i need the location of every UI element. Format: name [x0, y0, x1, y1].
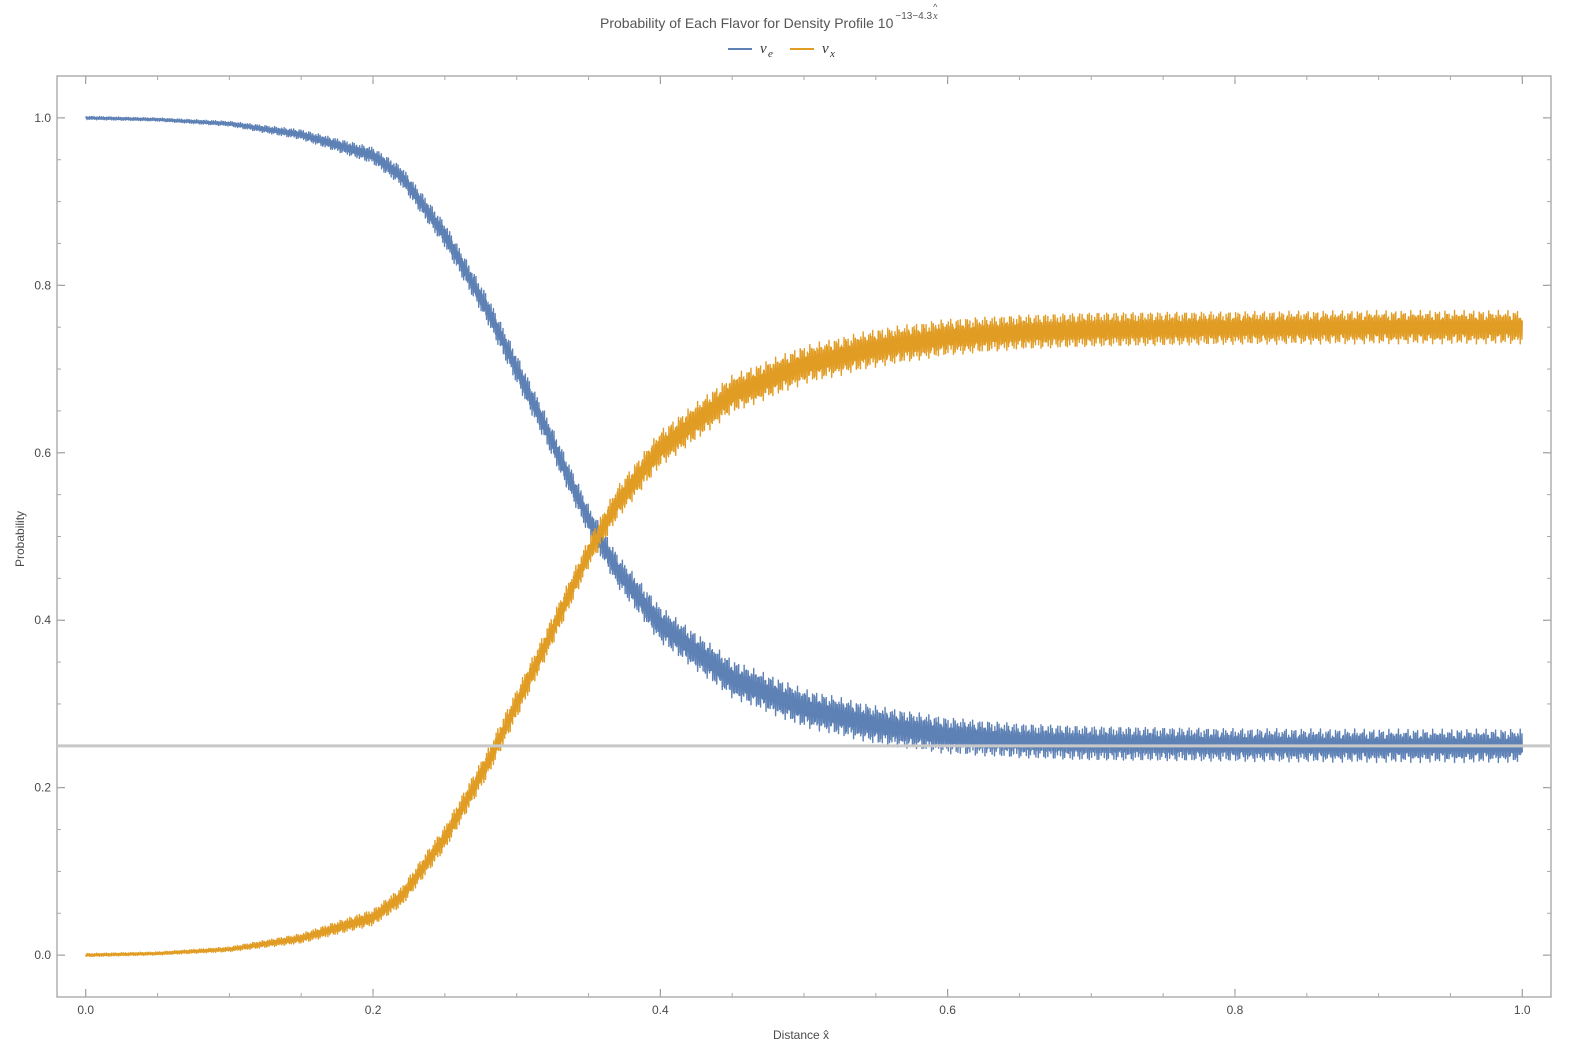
plot-frame [56, 75, 1552, 998]
x-tick-label: 0.6 [939, 1003, 956, 1017]
x-tick-label: 1.0 [1514, 1003, 1531, 1017]
chart-title-exponent-var: x [932, 11, 938, 22]
x-tick-label: 0.0 [77, 1003, 94, 1017]
x-tick-label: 0.4 [652, 1003, 669, 1017]
legend-label-nu-e: ν [760, 41, 767, 57]
series-line-nu-x [85, 309, 1523, 958]
series-line-nu-e [85, 115, 1523, 764]
x-axis-title: Distance x̂ [773, 1028, 829, 1042]
legend-sub-nu-e: e [768, 48, 773, 60]
chart-title: Probability of Each Flavor for Density P… [600, 2, 938, 31]
axis-ticks [57, 76, 1551, 997]
legend: ν e ν x [728, 41, 835, 60]
y-tick-label: 0.4 [34, 613, 51, 627]
legend-sub-nu-x: x [829, 48, 835, 60]
x-tick-label: 0.2 [365, 1003, 382, 1017]
y-tick-label: 1.0 [34, 111, 51, 125]
y-tick-label: 0.0 [34, 948, 51, 962]
y-tick-label: 0.6 [34, 446, 51, 460]
y-tick-label: 0.2 [34, 781, 51, 795]
y-axis-title: Probability [13, 511, 27, 567]
x-tick-label: 0.8 [1227, 1003, 1244, 1017]
chart-title-exponent: −13−4.3 [895, 11, 932, 22]
tick-labels: 0.0 0.2 0.4 0.6 0.8 1.0 0.0 0.2 0.4 0.6 0.8 1.0 [34, 111, 1531, 1017]
legend-label-nu-x: ν [822, 41, 829, 57]
chart-title-main: Probability of Each Flavor for Density P… [600, 15, 894, 31]
y-tick-label: 0.8 [34, 278, 51, 292]
chart-title-exponent-hat: ^ [933, 2, 938, 12]
series-layer [85, 115, 1523, 958]
